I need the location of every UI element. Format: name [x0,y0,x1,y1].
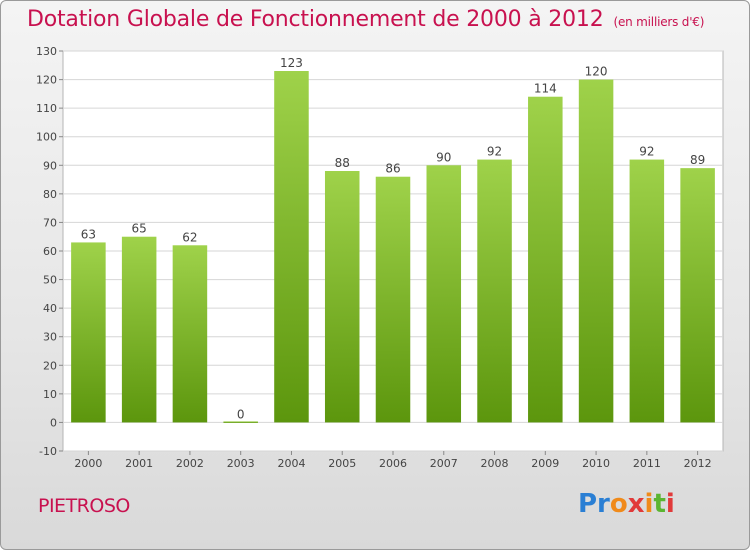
x-tick-label: 2007 [430,457,458,470]
chart-title-text: Dotation Globale de Fonctionnement de 20… [27,7,604,32]
bar-value-label: 114 [534,82,557,96]
y-tick-label: 10 [43,388,57,401]
x-tick-label: 2012 [684,457,712,470]
brand-logo: Proxiti [578,489,675,519]
y-tick-label: 0 [50,416,57,429]
bar-value-label: 92 [487,145,502,159]
y-tick-label: -10 [39,445,57,458]
bar [71,242,106,423]
x-tick-label: 2001 [125,457,153,470]
x-tick-label: 2005 [328,457,356,470]
x-tick-label: 2004 [277,457,305,470]
bar [274,71,309,423]
bar [578,79,614,423]
bar [477,159,512,423]
bar-value-label: 92 [639,145,654,159]
x-tick-label: 2000 [74,457,102,470]
bar [121,236,157,423]
x-tick-label: 2006 [379,457,407,470]
y-tick-label: 120 [36,74,57,87]
y-tick-label: 110 [36,102,57,115]
bar [528,96,563,423]
y-axis-ticks: -10 0 10 20 30 40 50 60 70 80 90 100 110 120 130 [36,45,63,458]
bar-value-label: 120 [585,65,608,79]
bar-value-label: 62 [182,230,197,244]
bar-value-label: 65 [132,222,147,236]
bar [629,159,665,423]
y-tick-label: 40 [43,302,57,315]
x-tick-label: 2009 [531,457,559,470]
y-tick-label: 70 [43,216,57,229]
y-tick-label: 130 [36,45,57,58]
y-tick-label: 50 [43,274,57,287]
y-tick-label: 30 [43,331,57,344]
bar-value-label: 89 [690,153,705,167]
y-tick-label: 90 [43,159,57,172]
x-tick-label: 2010 [582,457,610,470]
bar [324,171,360,423]
chart-unit-note: (en milliers d'€) [613,15,705,29]
x-tick-label: 2002 [176,457,204,470]
y-tick-label: 80 [43,188,57,201]
bar-value-label: 86 [385,162,400,176]
bar-value-label: 0 [237,407,245,421]
chart-title: Dotation Globale de Fonctionnement de 20… [27,7,704,32]
y-tick-label: 100 [36,131,57,144]
bar-value-label: 90 [436,150,451,164]
bar-value-label: 123 [280,56,303,70]
y-tick-label: 60 [43,245,57,258]
bar [375,176,411,423]
bar [680,168,715,423]
x-tick-label: 2011 [633,457,661,470]
bar [172,245,208,423]
x-tick-label: 2003 [227,457,255,470]
bar [223,421,258,423]
bar-value-label: 63 [81,227,96,241]
bar-value-label: 88 [335,156,350,170]
place-name: PIETROSO [38,495,130,517]
x-tick-label: 2008 [481,457,509,470]
y-tick-label: 20 [43,359,57,372]
x-axis-ticks: 2000 2001 2002 2003 2004 2005 2006 2007 2008 2009… [74,451,712,470]
bar [426,165,462,423]
bars: 63 65 62 0 123 88 86 90 92 114 120 92 89 [71,56,715,423]
